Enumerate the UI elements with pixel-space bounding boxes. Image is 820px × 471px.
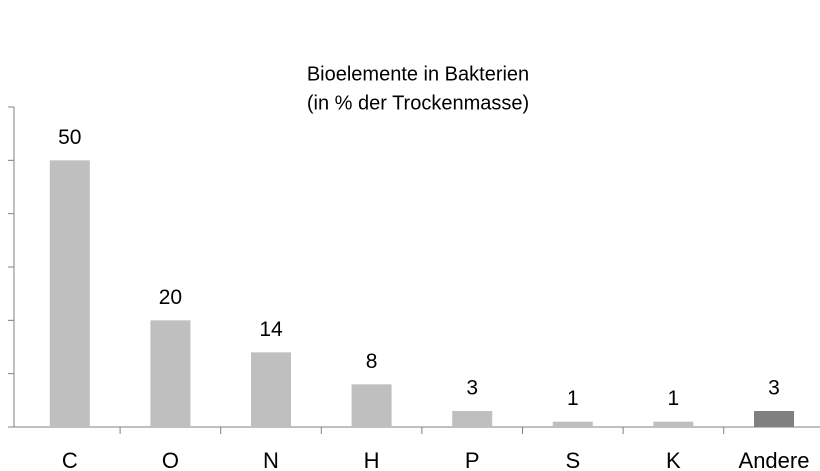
x-tick-label: P (465, 448, 480, 471)
bar (49, 160, 90, 428)
bar (754, 411, 794, 427)
chart-title: Bioelemente in Bakterien (307, 63, 529, 85)
bar (351, 384, 392, 427)
chart-subtitle: (in % der Trockenmasse) (307, 92, 529, 114)
bar (552, 421, 593, 427)
bar (251, 352, 291, 427)
bar (653, 421, 694, 427)
bar (150, 320, 191, 427)
data-label: 1 (668, 387, 680, 410)
data-label: 14 (259, 318, 283, 341)
bar (452, 411, 493, 427)
data-label: 20 (159, 286, 182, 309)
x-tick-label: C (62, 448, 78, 471)
x-tick-label: O (162, 448, 179, 471)
data-label: 3 (768, 377, 780, 400)
x-tick-label: N (263, 448, 279, 471)
x-tick-label: S (565, 448, 580, 471)
x-tick-label: Andere (739, 448, 810, 471)
x-tick-label: H (364, 448, 380, 471)
data-label: 8 (366, 350, 378, 373)
x-tick-label: K (666, 448, 681, 471)
data-label: 1 (567, 387, 579, 410)
data-label: 3 (466, 377, 478, 400)
data-label: 50 (58, 126, 81, 149)
